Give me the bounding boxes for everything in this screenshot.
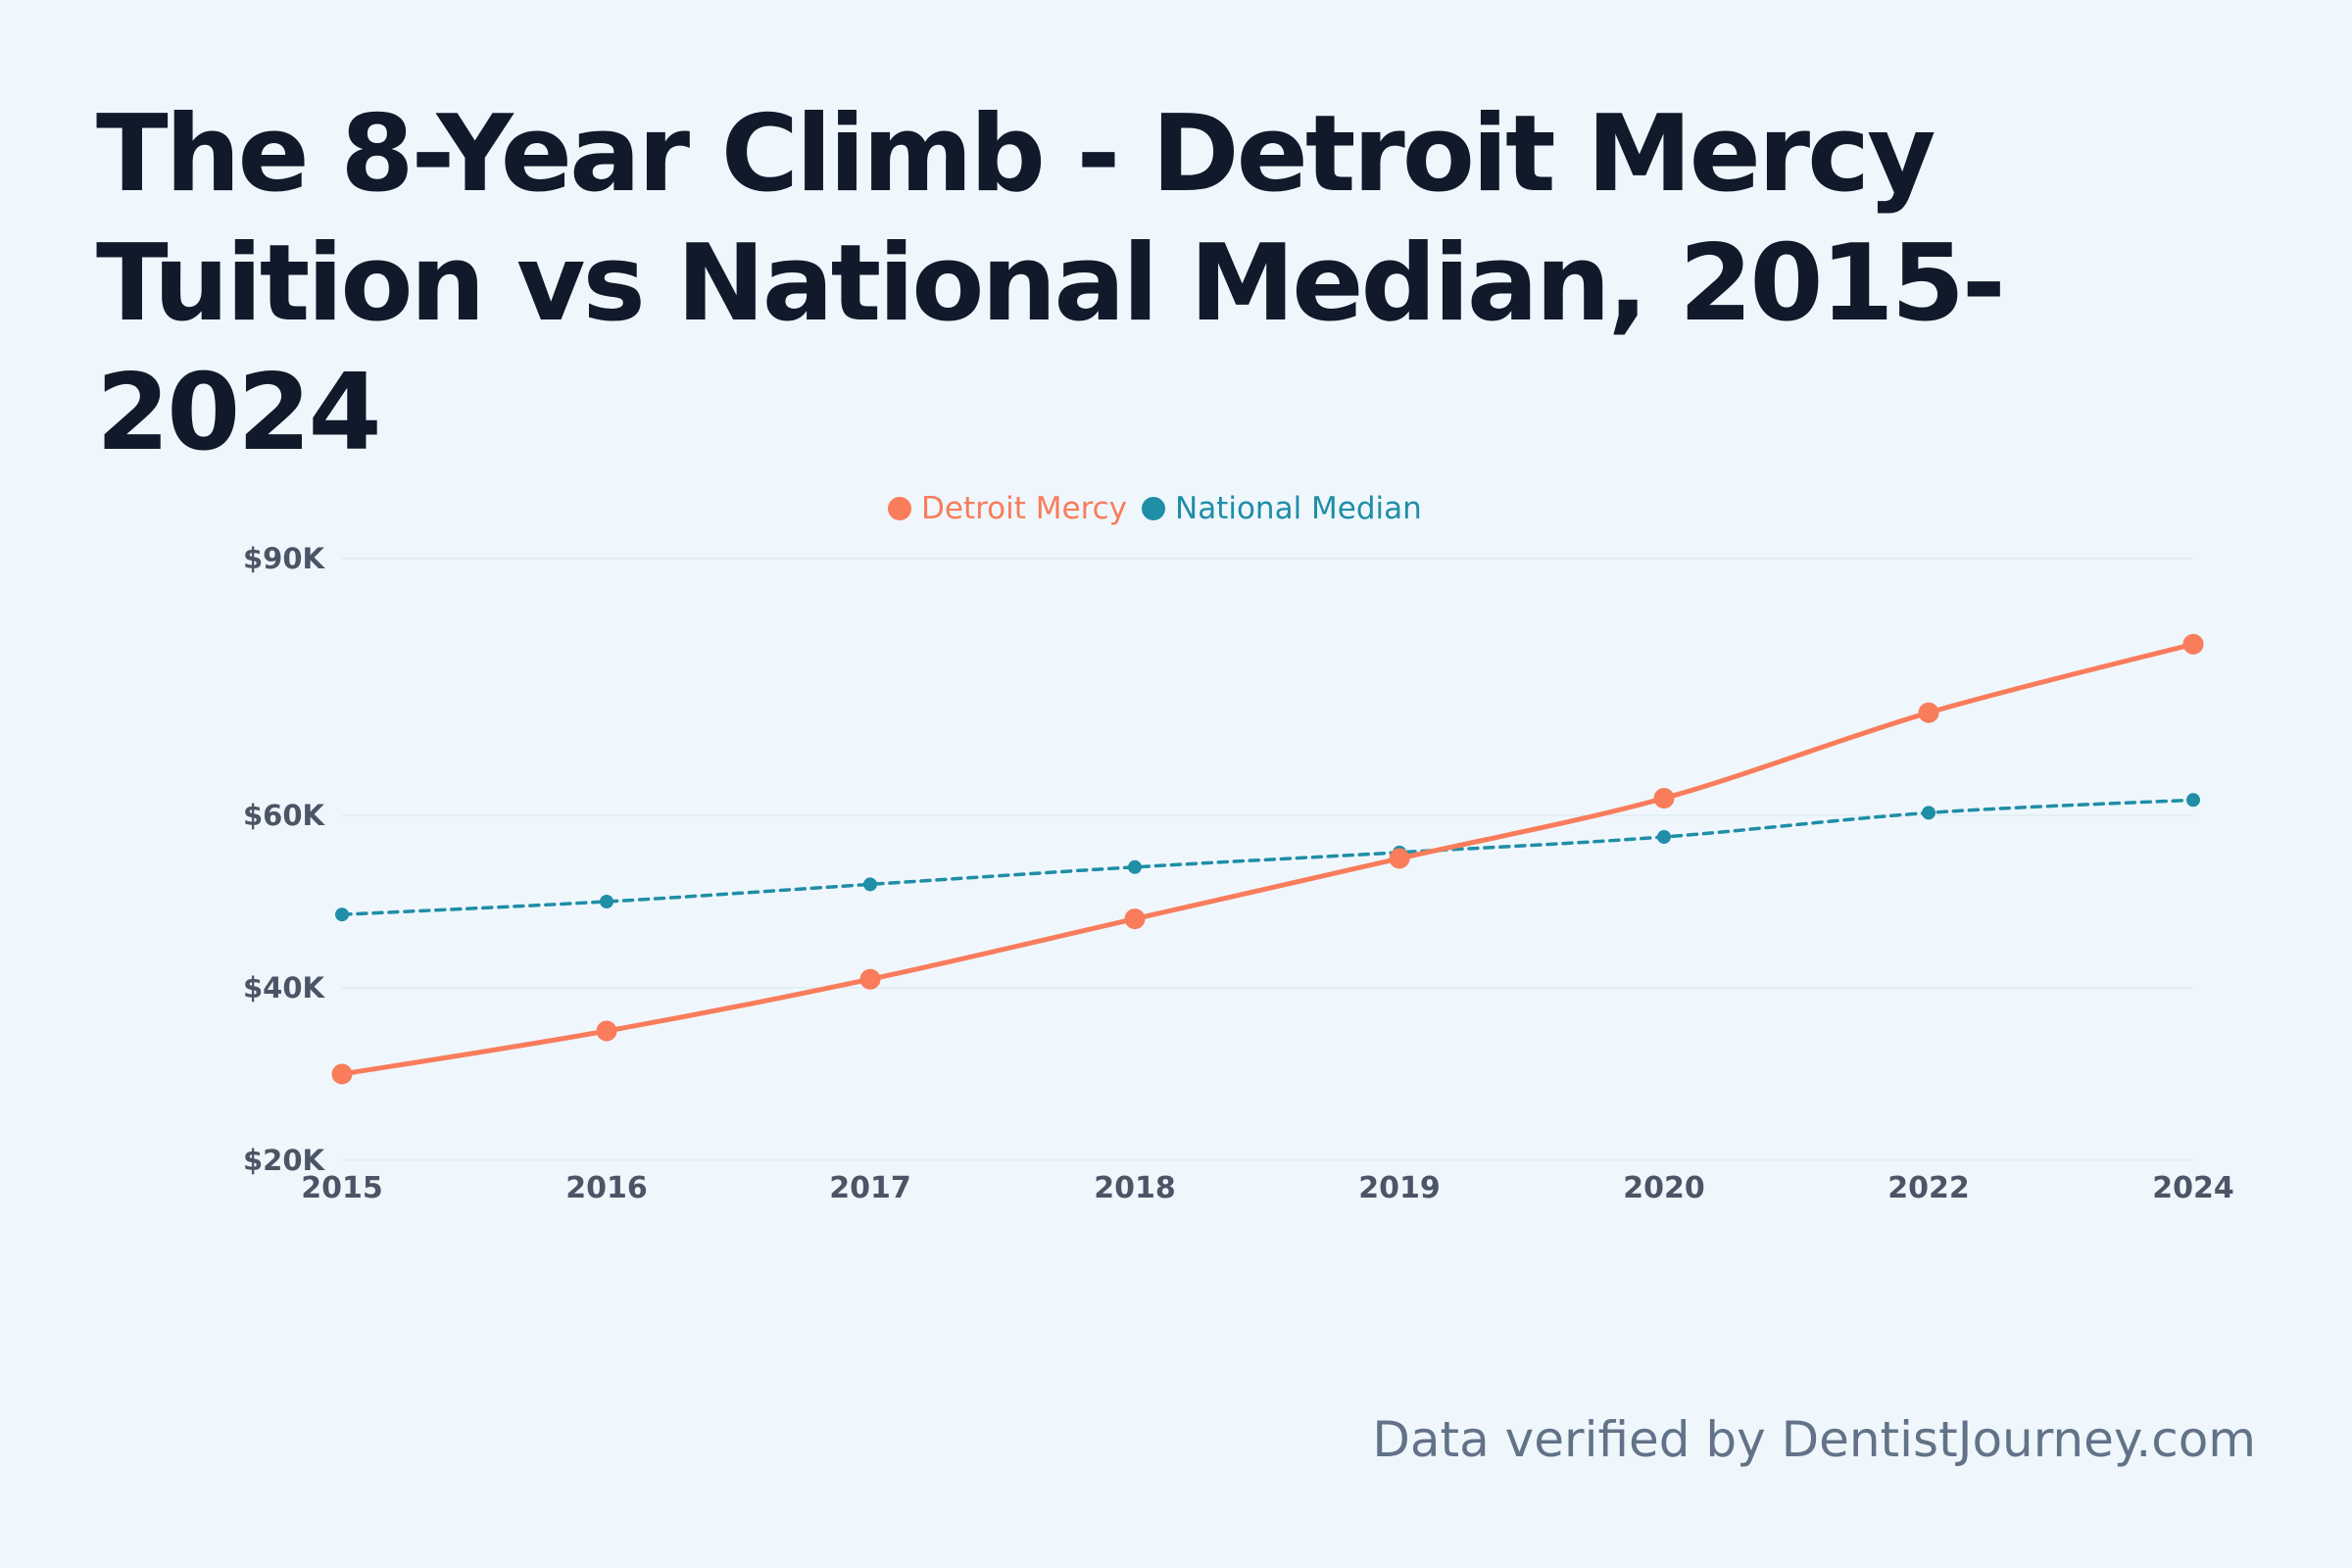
y-tick-label: $90K <box>243 542 326 575</box>
detroit-mercy-line <box>339 641 2196 1077</box>
national-median-series <box>335 793 2200 922</box>
y-tick-label: $20K <box>243 1144 326 1177</box>
national-median-line <box>340 798 2195 916</box>
legend-marker-detroit-mercy <box>888 497 911 520</box>
y-tick-label: $40K <box>243 971 326 1004</box>
x-tick-label: 2024 <box>2152 1171 2234 1205</box>
detroit-mercy-point[interactable] <box>1653 788 1675 809</box>
national-median-point[interactable] <box>2186 793 2200 808</box>
series-layer <box>331 633 2204 1085</box>
y-axis-ticks: $20K $40K $60K $90K <box>243 542 326 1177</box>
national-median-point[interactable] <box>335 907 349 922</box>
source-credit: Data verified by DentistJourney.com <box>1372 1411 2256 1468</box>
x-tick-label: 2016 <box>565 1171 648 1205</box>
x-tick-label: 2018 <box>1094 1171 1176 1205</box>
national-median-point[interactable] <box>1657 830 1671 844</box>
detroit-mercy-point[interactable] <box>859 968 881 990</box>
national-median-point[interactable] <box>1128 859 1142 874</box>
detroit-mercy-point[interactable] <box>1124 908 1146 930</box>
detroit-mercy-point[interactable] <box>1389 848 1410 869</box>
x-tick-label: 2020 <box>1623 1171 1705 1205</box>
national-median-point[interactable] <box>600 895 613 908</box>
national-median-point[interactable] <box>1922 806 1936 820</box>
detroit-mercy-point[interactable] <box>1918 702 1939 723</box>
legend-marker-national-median <box>1142 497 1165 520</box>
chart-title: The 8-Year Climb - Detroit Mercy Tuition… <box>96 93 2006 474</box>
legend: Detroit Mercy National Median <box>888 491 1422 526</box>
x-axis-ticks: 2015 2016 2017 2018 2019 2020 2022 2024 <box>301 1171 2234 1205</box>
detroit-mercy-point[interactable] <box>331 1063 353 1085</box>
x-tick-label: 2019 <box>1358 1171 1441 1205</box>
national-median-point[interactable] <box>863 877 877 892</box>
detroit-mercy-point[interactable] <box>2182 633 2204 655</box>
legend-label-national-median[interactable]: National Median <box>1175 491 1422 526</box>
x-tick-label: 2022 <box>1887 1171 1970 1205</box>
detroit-mercy-point[interactable] <box>596 1020 617 1042</box>
legend-label-detroit-mercy[interactable]: Detroit Mercy <box>921 491 1127 526</box>
y-tick-label: $60K <box>243 799 326 832</box>
detroit-mercy-series <box>331 633 2204 1085</box>
x-tick-label: 2017 <box>829 1171 911 1205</box>
x-tick-label: 2015 <box>301 1171 383 1205</box>
